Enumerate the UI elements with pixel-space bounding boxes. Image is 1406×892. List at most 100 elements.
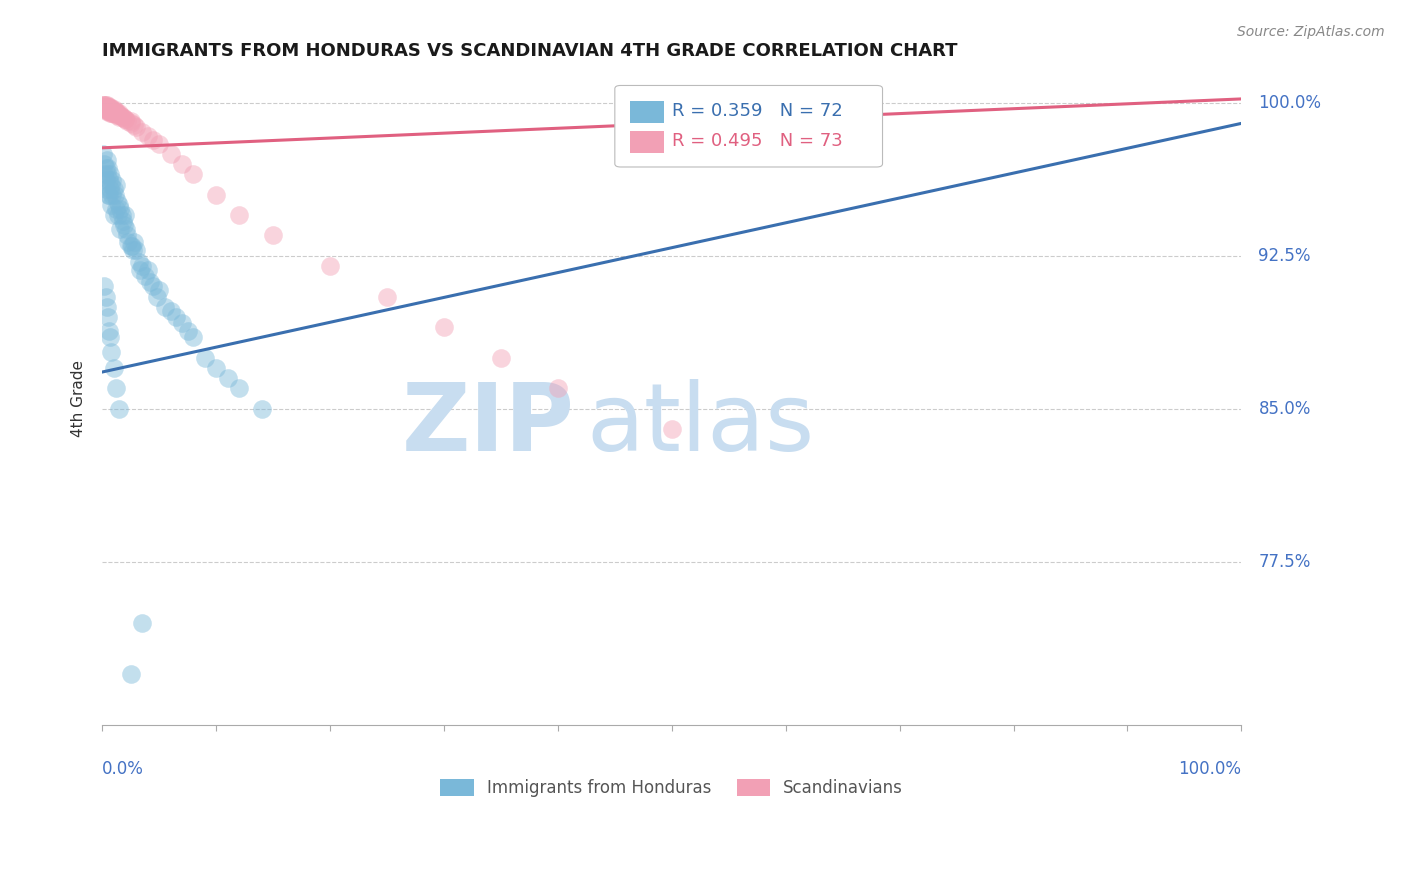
Point [103, 106, 125, 120]
Point [547, 381, 569, 395]
Point [108, 401, 131, 416]
Point [114, 112, 136, 127]
Point [205, 187, 228, 202]
Point [104, 104, 127, 119]
Text: R = 0.495   N = 73: R = 0.495 N = 73 [672, 132, 842, 150]
Text: ZIP: ZIP [402, 378, 575, 471]
Legend: Immigrants from Honduras, Scandinavians: Immigrants from Honduras, Scandinavians [434, 772, 910, 804]
Point [94, 173, 117, 187]
Point [117, 114, 139, 128]
FancyBboxPatch shape [614, 86, 883, 167]
Point [111, 110, 134, 124]
Point [94, 100, 117, 114]
Point [94, 290, 117, 304]
Point [101, 173, 124, 187]
Point [94, 102, 117, 116]
Point [131, 124, 153, 138]
Point [125, 243, 148, 257]
Point [98, 104, 121, 119]
Point [98, 330, 121, 344]
Point [94, 100, 117, 114]
Text: R = 0.359   N = 72: R = 0.359 N = 72 [672, 102, 842, 120]
Point [433, 320, 456, 334]
Point [94, 181, 117, 195]
Point [96, 100, 118, 114]
Point [96, 300, 118, 314]
Point [170, 316, 193, 330]
Point [104, 178, 127, 192]
Point [104, 106, 127, 120]
Point [146, 290, 169, 304]
Point [183, 330, 205, 344]
Point [98, 181, 121, 195]
Point [96, 98, 118, 112]
Point [93, 157, 115, 171]
Point [97, 102, 120, 116]
Text: atlas: atlas [586, 378, 814, 471]
Point [153, 300, 176, 314]
Point [120, 666, 142, 681]
Point [98, 100, 121, 114]
Y-axis label: 4th Grade: 4th Grade [72, 360, 86, 437]
Point [98, 106, 121, 120]
FancyBboxPatch shape [630, 101, 664, 122]
Point [98, 100, 121, 114]
Point [170, 157, 193, 171]
Point [105, 106, 128, 120]
Point [98, 104, 121, 119]
Point [661, 422, 683, 436]
Point [176, 324, 198, 338]
Point [100, 102, 122, 116]
Point [101, 106, 124, 120]
Point [96, 100, 118, 114]
Point [98, 102, 121, 116]
Point [136, 128, 159, 143]
Point [100, 106, 122, 120]
Point [94, 98, 117, 112]
Point [114, 112, 136, 127]
Point [134, 269, 156, 284]
FancyBboxPatch shape [630, 131, 664, 153]
Point [93, 98, 115, 112]
Point [100, 198, 122, 212]
Point [139, 276, 162, 290]
Point [101, 102, 124, 116]
Point [97, 187, 120, 202]
Point [117, 228, 139, 243]
Text: 100.0%: 100.0% [1258, 94, 1322, 112]
Point [125, 120, 148, 135]
Text: Source: ZipAtlas.com: Source: ZipAtlas.com [1237, 25, 1385, 39]
Point [100, 104, 122, 119]
Text: 92.5%: 92.5% [1258, 247, 1310, 265]
Point [262, 228, 284, 243]
Point [103, 106, 125, 120]
Point [128, 255, 150, 269]
Point [165, 310, 187, 324]
Point [131, 259, 153, 273]
Point [375, 290, 398, 304]
Point [104, 108, 127, 122]
Point [98, 102, 121, 116]
Point [96, 167, 118, 181]
Point [112, 219, 135, 233]
Point [97, 161, 120, 176]
Point [228, 208, 250, 222]
Point [103, 208, 125, 222]
Point [120, 116, 142, 130]
Point [110, 108, 132, 122]
Point [93, 279, 115, 293]
Point [103, 181, 125, 195]
Point [100, 344, 122, 359]
Point [101, 187, 124, 202]
Point [122, 119, 145, 133]
Point [101, 104, 124, 119]
Point [96, 153, 118, 167]
Point [142, 133, 165, 147]
Text: 100.0%: 100.0% [1178, 761, 1241, 779]
Point [111, 214, 134, 228]
Point [98, 324, 121, 338]
Point [97, 310, 120, 324]
Point [108, 110, 131, 124]
Point [117, 235, 139, 249]
Point [93, 167, 115, 181]
